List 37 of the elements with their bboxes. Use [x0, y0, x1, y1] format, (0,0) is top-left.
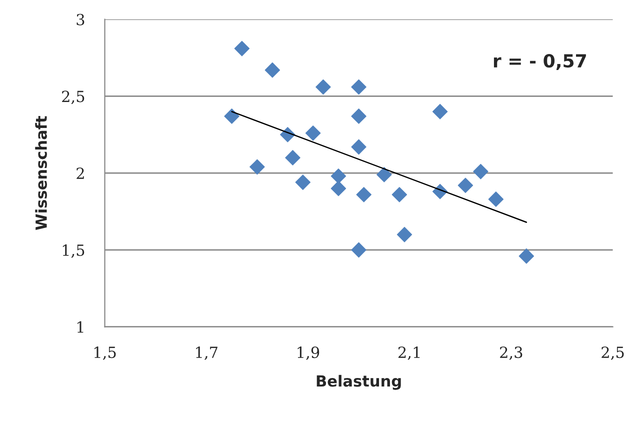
point: [488, 192, 504, 207]
point: [376, 166, 392, 182]
y-tick-label: 1: [77, 321, 84, 333]
point: [264, 62, 280, 78]
point: [518, 248, 534, 264]
point: [330, 168, 346, 184]
x-tick-label: 2,1: [398, 346, 420, 360]
point: [351, 139, 366, 155]
point: [285, 150, 300, 166]
point: [396, 226, 412, 242]
point: [432, 104, 448, 120]
x-axis-title: Belastung: [316, 374, 401, 390]
point: [305, 125, 321, 141]
annotation: r = - 0,57: [494, 54, 586, 70]
point: [316, 79, 331, 95]
x-tick-label: 1,7: [196, 346, 218, 360]
point: [351, 242, 366, 258]
y-tick-label: 3: [76, 14, 84, 26]
y-tick-label: 1,5: [62, 244, 84, 258]
point: [295, 174, 311, 190]
point: [356, 186, 372, 202]
y-axis-title: Wissenschaft: [35, 116, 47, 230]
point: [351, 108, 366, 124]
point: [473, 164, 488, 180]
point: [234, 40, 250, 56]
point: [250, 159, 265, 175]
point: [224, 108, 240, 124]
x-tick-label: 1,5: [94, 346, 116, 360]
x-tick-label: 1,9: [298, 346, 320, 360]
y-tick-label: 2: [76, 168, 84, 179]
y-tick-label: 2,5: [62, 90, 84, 104]
point: [351, 79, 366, 95]
x-tick-label: 2,3: [500, 346, 522, 360]
point: [330, 180, 346, 196]
point: [458, 178, 474, 194]
point: [392, 186, 408, 202]
x-tick-label: 2,5: [602, 346, 624, 360]
